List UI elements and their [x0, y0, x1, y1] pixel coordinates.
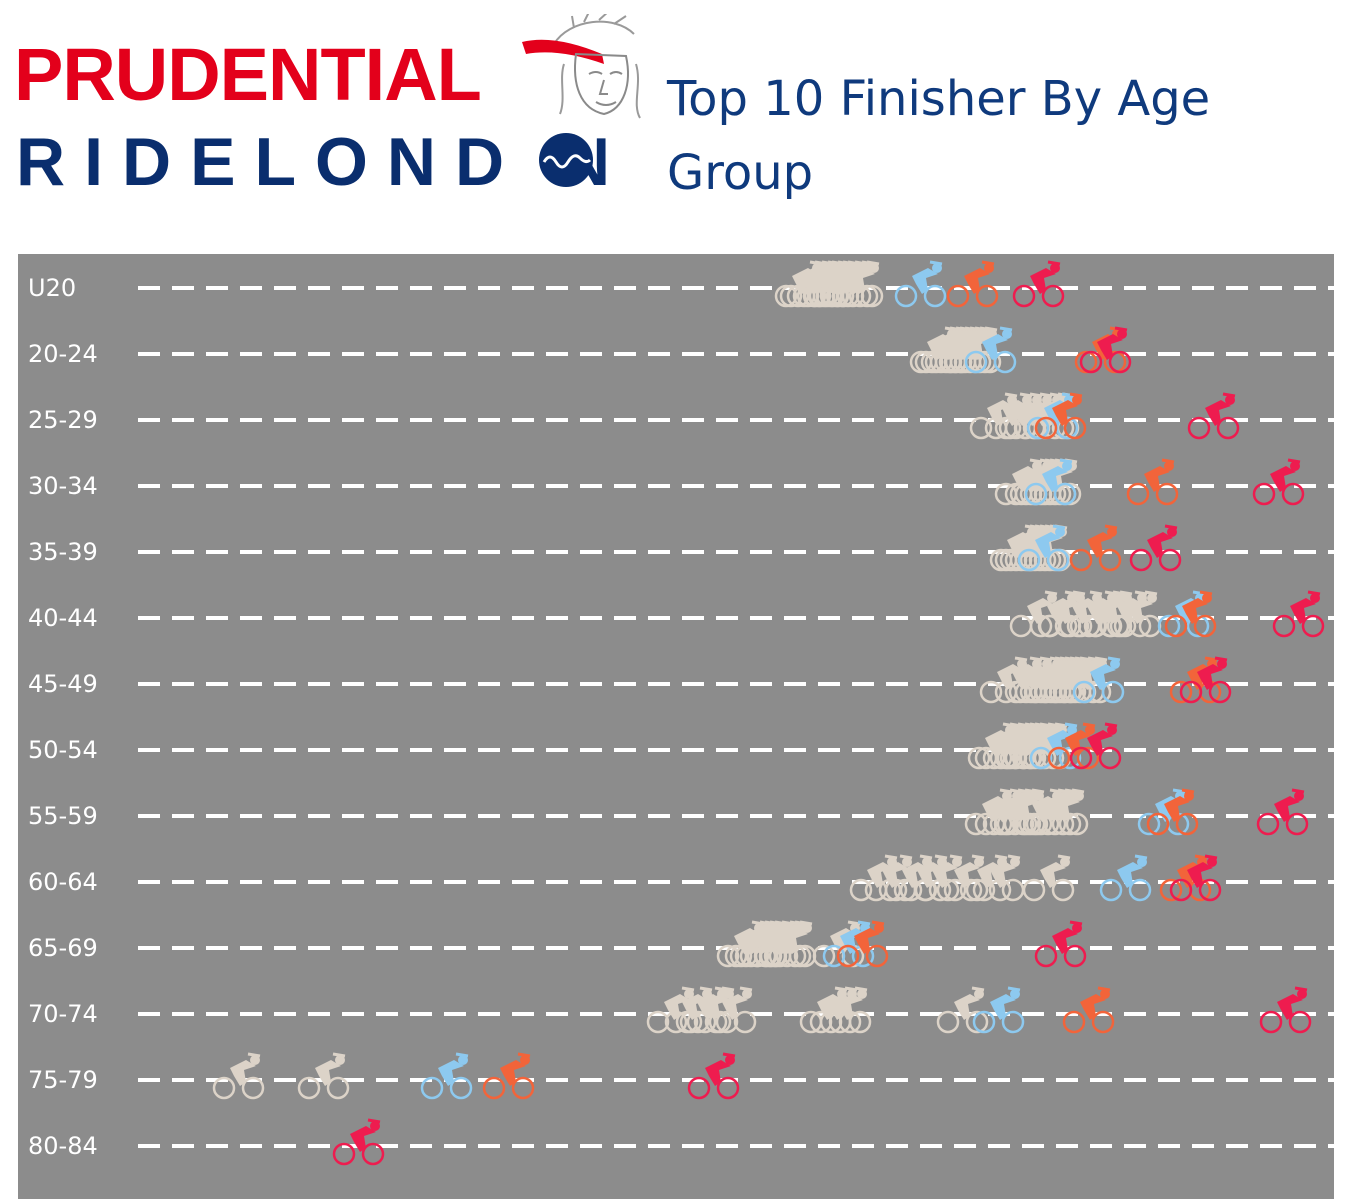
cyclist-marker-first: [1012, 260, 1065, 308]
cyclist-marker-first: [1069, 722, 1122, 770]
cyclist-marker-second: [836, 920, 889, 968]
age-group-label: 70-74: [28, 1000, 98, 1028]
cyclist-marker-third: [972, 986, 1025, 1034]
cyclist-marker-third: [1099, 854, 1152, 902]
age-group-label: 75-79: [28, 1066, 98, 1094]
cyclist-marker-others: [936, 986, 989, 1034]
cyclist-marker-second: [482, 1052, 535, 1100]
cyclist-marker-others: [1022, 854, 1075, 902]
age-group-label: 60-64: [28, 868, 98, 896]
prudential-ridelondon-logo: PRUDENTIAL RIDELOND N: [14, 14, 654, 214]
chart-plot-area: U20 20-24 25-29 30-34 35-39 40-44 45-49 50-54 55…: [18, 254, 1334, 1199]
cyclist-marker-first: [1187, 392, 1240, 440]
cyclist-marker-third: [1072, 656, 1125, 704]
cyclist-marker-first: [1179, 656, 1232, 704]
age-group-label: 45-49: [28, 670, 98, 698]
cyclist-marker-second: [1034, 392, 1087, 440]
cyclist-marker-others: [764, 920, 817, 968]
age-group-label: 40-44: [28, 604, 98, 632]
cyclist-marker-others: [212, 1052, 265, 1100]
cyclist-marker-others: [972, 854, 1025, 902]
cyclist-marker-others: [297, 1052, 350, 1100]
cyclist-marker-first: [332, 1118, 385, 1166]
cyclist-marker-first: [1272, 590, 1325, 638]
cyclist-marker-third: [1017, 524, 1070, 572]
age-group-label: 80-84: [28, 1132, 98, 1160]
age-group-label: 35-39: [28, 538, 98, 566]
logo-text-ridelondon: RIDELOND N: [16, 124, 630, 200]
chart-title: Top 10 Finisher By Age Group: [667, 71, 1211, 201]
cyclist-marker-first: [1256, 788, 1309, 836]
age-group-label: 50-54: [28, 736, 98, 764]
cyclist-marker-first: [1034, 920, 1087, 968]
cyclist-marker-second: [1164, 590, 1217, 638]
cyclist-marker-first: [687, 1052, 740, 1100]
cyclist-marker-second: [946, 260, 999, 308]
cyclist-marker-second: [1126, 458, 1179, 506]
cyclist-marker-first: [1259, 986, 1312, 1034]
cyclist-marker-first: [1169, 854, 1222, 902]
cyclist-marker-others: [819, 986, 872, 1034]
cyclist-marker-third: [1024, 458, 1077, 506]
chart-marks: [138, 260, 1334, 1166]
cyclist-marker-second: [1069, 524, 1122, 572]
cyclist-marker-first: [1252, 458, 1305, 506]
britannia-bust-icon: [522, 14, 641, 119]
cyclist-marker-second: [1146, 788, 1199, 836]
cyclist-marker-others: [704, 986, 757, 1034]
age-group-label: 55-59: [28, 802, 98, 830]
age-group-label: 30-34: [28, 472, 98, 500]
age-group-label: U20: [28, 274, 77, 302]
cyclist-marker-third: [894, 260, 947, 308]
cyclist-marker-second: [1062, 986, 1115, 1034]
logo-text-prudential: PRUDENTIAL: [14, 33, 482, 116]
cyclist-marker-third: [420, 1052, 473, 1100]
cyclist-marker-first: [1079, 326, 1132, 374]
cyclist-marker-third: [964, 326, 1017, 374]
age-group-label: 20-24: [28, 340, 98, 368]
cyclist-marker-others: [831, 260, 884, 308]
cyclist-marker-second: [1047, 722, 1100, 770]
cyclist-marker-first: [1129, 524, 1182, 572]
age-group-label: 65-69: [28, 934, 98, 962]
age-group-label: 25-29: [28, 406, 98, 434]
cyclist-marker-others: [914, 854, 967, 902]
ridelondon-wave-o-icon: [539, 133, 593, 187]
cyclist-marker-others: [936, 854, 989, 902]
cyclist-marker-others: [1036, 788, 1089, 836]
